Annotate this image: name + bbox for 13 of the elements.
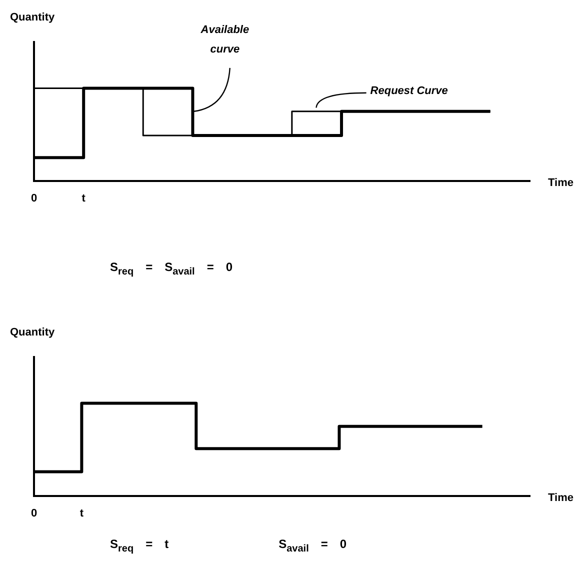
text: S$_{req}$ = S$_{avail}$ = 0 <box>110 260 233 278</box>
x-axis-title: Time <box>548 176 574 189</box>
x-axis-title: Time <box>548 492 574 504</box>
y-axis-title: Quantity <box>10 12 56 24</box>
x-tick-label: t <box>80 507 84 520</box>
text: Available curve <box>200 24 250 56</box>
x-tick-label: 0 <box>30 192 38 204</box>
x-tick-label: t <box>82 192 86 204</box>
text: S$_{req}$ = t <box>110 537 169 554</box>
series-label: Request Curve <box>370 85 448 98</box>
y-axis-title: Quantity <box>10 326 56 339</box>
x-tick-label: 0 <box>30 507 38 520</box>
text: S$_{avail}$ = 0 <box>278 537 347 554</box>
